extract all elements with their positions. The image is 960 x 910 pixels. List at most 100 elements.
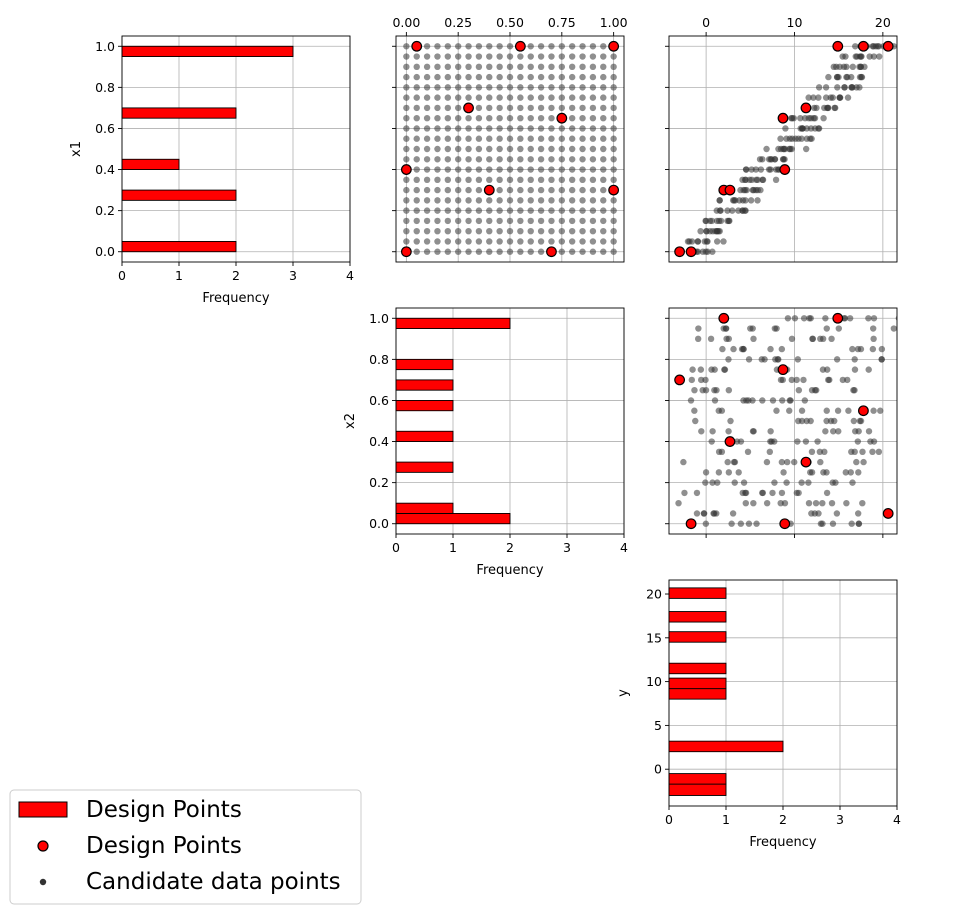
design-point (608, 40, 620, 52)
candidate-point (403, 176, 410, 184)
candidate-point (775, 145, 782, 153)
candidate-point (843, 499, 850, 507)
candidate-point (558, 156, 566, 163)
candidate-point (779, 397, 786, 404)
candidate-point (444, 84, 452, 91)
candidate-point (805, 499, 813, 507)
candidate-point (423, 238, 431, 245)
candidate-point (803, 135, 811, 142)
candidate-point (869, 448, 876, 456)
candidate-point (548, 166, 555, 173)
candidate-point (778, 489, 786, 497)
candidate-point (802, 145, 810, 153)
candidate-point (434, 197, 441, 204)
x-tick-label: 4 (893, 812, 901, 827)
candidate-point (857, 63, 865, 71)
histogram-bar (395, 513, 511, 525)
candidate-point (475, 166, 483, 173)
candidate-point (812, 499, 820, 507)
candidate-point (496, 227, 503, 235)
candidate-point (783, 479, 790, 486)
candidate-point (423, 125, 431, 132)
candidate-point (444, 94, 452, 101)
candidate-point (855, 469, 862, 476)
candidate-point (850, 417, 858, 425)
candidate-point (579, 63, 586, 71)
candidate-point (527, 94, 534, 101)
candidate-point (675, 499, 682, 507)
candidate-point (834, 84, 841, 91)
candidate-point (794, 438, 801, 445)
candidate-point (795, 489, 802, 497)
candidate-point (708, 438, 715, 445)
candidate-point (527, 84, 534, 91)
candidate-point (403, 135, 410, 142)
candidate-point (423, 43, 431, 50)
candidate-point (454, 135, 462, 142)
candidate-point (709, 248, 716, 255)
candidate-point (527, 207, 534, 214)
histogram-bar (668, 688, 727, 700)
candidate-point (506, 145, 514, 153)
design-point (674, 246, 686, 258)
candidate-point (496, 176, 503, 184)
candidate-point (819, 366, 827, 373)
candidate-point (475, 114, 483, 122)
candidate-point (527, 166, 534, 173)
candidate-point (743, 397, 750, 404)
candidate-point (486, 135, 493, 142)
candidate-point (454, 238, 462, 245)
design-point (718, 312, 730, 324)
candidate-point (558, 94, 566, 101)
candidate-point (465, 125, 472, 132)
design-point (832, 312, 844, 324)
histogram-bar (668, 631, 727, 643)
candidate-point (822, 84, 830, 91)
histogram-bar (668, 783, 727, 796)
candidate-point (855, 520, 863, 527)
candidate-point (496, 248, 503, 255)
candidate-point (444, 43, 452, 50)
candidate-point (703, 227, 710, 235)
candidate-point (486, 84, 493, 91)
candidate-point (749, 397, 756, 404)
candidate-point (558, 248, 566, 255)
legend-bar-swatch (18, 801, 68, 818)
candidate-point (821, 448, 828, 456)
candidate-point (434, 94, 441, 101)
candidate-point (423, 207, 431, 214)
candidate-point (454, 227, 462, 235)
candidate-point (740, 345, 747, 353)
candidate-point (815, 94, 822, 101)
candidate-point (475, 186, 483, 194)
candidate-point (600, 217, 607, 225)
candidate-point (423, 73, 431, 81)
candidate-point (817, 335, 824, 343)
candidate-point (475, 53, 483, 60)
x-tick-label: 1 (722, 812, 730, 827)
candidate-point (444, 248, 452, 255)
candidate-point (548, 114, 555, 122)
panel-y-vs-x1: 0 10 20 (665, 15, 898, 263)
candidate-point (465, 238, 472, 245)
candidate-point (527, 63, 534, 71)
candidate-point (413, 186, 420, 194)
candidate-point (589, 53, 597, 60)
candidate-point (750, 335, 757, 343)
legend-box (9, 789, 362, 905)
candidate-point (857, 53, 865, 60)
candidate-point (527, 104, 534, 112)
design-point (463, 102, 474, 114)
candidate-point (771, 325, 779, 332)
candidate-point (454, 217, 462, 225)
y-tick-label: 0.0 (369, 516, 389, 531)
candidate-point (851, 366, 859, 373)
candidate-point (423, 156, 431, 163)
candidate-point (475, 217, 483, 225)
candidate-point (784, 315, 792, 322)
candidate-point (568, 73, 576, 81)
legend-design-marker (37, 840, 49, 852)
candidate-point (610, 73, 617, 81)
candidate-point (486, 63, 493, 71)
design-point (779, 164, 791, 175)
